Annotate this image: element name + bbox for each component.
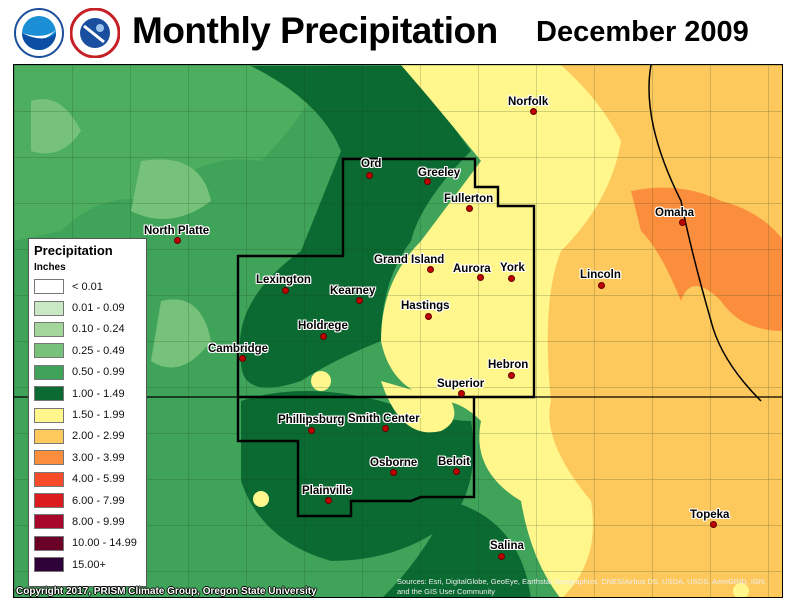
city-dot: [466, 205, 473, 212]
city-dot: [498, 553, 505, 560]
city-dot: [320, 333, 327, 340]
city-dot: [308, 427, 315, 434]
legend-units: Inches: [34, 262, 66, 273]
legend-item: 0.50 - 0.99: [34, 362, 141, 383]
noaa-logo: [14, 8, 64, 58]
legend-label: 8.00 - 9.99: [72, 515, 125, 528]
legend-swatch: [34, 450, 64, 466]
city-dot: [424, 178, 431, 185]
legend-label: 0.50 - 0.99: [72, 366, 125, 379]
legend-label: 15.00+: [72, 558, 106, 571]
legend-swatch: [34, 300, 64, 316]
legend-item: 0.01 - 0.09: [34, 297, 141, 318]
city-dot: [508, 372, 515, 379]
city-dot: [427, 266, 434, 273]
legend-item: 0.10 - 0.24: [34, 319, 141, 340]
legend-swatch: [34, 364, 64, 380]
legend-swatch: [34, 386, 64, 402]
legend-swatch: [34, 279, 64, 295]
legend-label: 1.00 - 1.49: [72, 387, 125, 400]
city-dot: [458, 390, 465, 397]
nws-logo: [69, 7, 121, 59]
legend-label: 6.00 - 7.99: [72, 494, 125, 507]
legend-swatch: [34, 535, 64, 551]
city-dot: [239, 355, 246, 362]
map-date: December 2009: [536, 16, 749, 48]
city-dot: [366, 172, 373, 179]
city-dot: [477, 274, 484, 281]
legend-swatch: [34, 343, 64, 359]
city-dot: [174, 237, 181, 244]
legend-label: 2.00 - 2.99: [72, 430, 125, 443]
legend-item: 15.00+: [34, 554, 141, 575]
legend-swatch: [34, 514, 64, 530]
city-dot: [282, 287, 289, 294]
city-dot: [382, 425, 389, 432]
city-dot: [598, 282, 605, 289]
city-dot: [356, 297, 363, 304]
map-legend: Precipitation Inches < 0.01 0.01 - 0.09 0.…: [28, 238, 147, 587]
legend-item: 6.00 - 7.99: [34, 490, 141, 511]
legend-title: Precipitation: [34, 243, 113, 258]
legend-label: 4.00 - 5.99: [72, 473, 125, 486]
city-dot: [390, 469, 397, 476]
legend-swatch: [34, 493, 64, 509]
legend-label: 10.00 - 14.99: [72, 537, 137, 550]
legend-label: < 0.01: [72, 280, 103, 293]
legend-item: 2.00 - 2.99: [34, 426, 141, 447]
legend-swatch: [34, 407, 64, 423]
city-dot: [508, 275, 515, 282]
legend-item: 0.25 - 0.49: [34, 340, 141, 361]
city-dot: [530, 108, 537, 115]
legend-item: 8.00 - 9.99: [34, 511, 141, 532]
city-dot: [710, 521, 717, 528]
city-dot: [679, 219, 686, 226]
legend-label: 3.00 - 3.99: [72, 451, 125, 464]
legend-item: 1.00 - 1.49: [34, 383, 141, 404]
source-attribution: Sources: Esri, DigitalGlobe, GeoEye, Ear…: [397, 577, 767, 596]
legend-label: 0.25 - 0.49: [72, 344, 125, 357]
legend-item: 3.00 - 3.99: [34, 447, 141, 468]
legend-swatch: [34, 321, 64, 337]
legend-item: 4.00 - 5.99: [34, 469, 141, 490]
copyright-text: Copyright 2017, PRISM Climate Group, Ore…: [16, 586, 317, 597]
legend-label: 0.01 - 0.09: [72, 302, 125, 315]
city-dot: [425, 313, 432, 320]
legend-item: 1.50 - 1.99: [34, 404, 141, 425]
city-dot: [325, 497, 332, 504]
legend-label: 1.50 - 1.99: [72, 409, 125, 422]
legend-item: 10.00 - 14.99: [34, 533, 141, 554]
legend-label: 0.10 - 0.24: [72, 323, 125, 336]
legend-swatch: [34, 557, 64, 573]
legend-swatch: [34, 471, 64, 487]
legend-swatch: [34, 428, 64, 444]
city-dot: [453, 468, 460, 475]
page-title: Monthly Precipitation: [132, 10, 498, 51]
legend-item: < 0.01: [34, 276, 141, 297]
